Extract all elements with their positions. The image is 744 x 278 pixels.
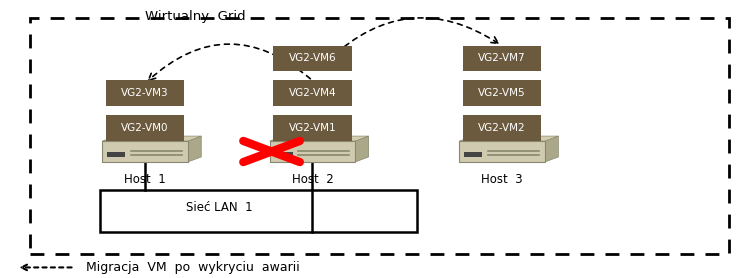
FancyBboxPatch shape [106,115,184,141]
Text: Sieć LAN  1: Sieć LAN 1 [186,201,253,214]
Text: VG2-VM1: VG2-VM1 [289,123,336,133]
FancyBboxPatch shape [106,80,184,106]
Polygon shape [187,136,201,162]
FancyBboxPatch shape [274,46,351,71]
Text: VG2-VM7: VG2-VM7 [478,53,526,63]
Bar [100,190,417,232]
FancyBboxPatch shape [463,46,542,71]
Bar [30,18,729,254]
Text: VG2-VM0: VG2-VM0 [121,123,169,133]
FancyBboxPatch shape [269,141,355,162]
Polygon shape [460,136,558,141]
Polygon shape [103,136,201,141]
Text: VG2-VM3: VG2-VM3 [121,88,169,98]
FancyBboxPatch shape [103,141,187,162]
FancyBboxPatch shape [274,80,351,106]
Polygon shape [355,136,368,162]
FancyBboxPatch shape [274,152,292,157]
Text: VG2-VM5: VG2-VM5 [478,88,526,98]
Text: VG2-VM4: VG2-VM4 [289,88,336,98]
FancyBboxPatch shape [463,80,542,106]
Text: Host  2: Host 2 [292,173,333,186]
FancyBboxPatch shape [464,152,483,157]
FancyBboxPatch shape [460,141,545,162]
Text: Host  1: Host 1 [124,173,166,186]
Text: Migracja  VM  po  wykryciu  awarii: Migracja VM po wykryciu awarii [86,261,299,274]
Text: VG2-VM2: VG2-VM2 [478,123,526,133]
Text: Wirtualny  Grid: Wirtualny Grid [145,10,246,23]
Polygon shape [545,136,558,162]
Polygon shape [269,136,368,141]
Text: Host  3: Host 3 [481,173,523,186]
FancyBboxPatch shape [463,115,542,141]
FancyBboxPatch shape [274,115,351,141]
Text: VG2-VM6: VG2-VM6 [289,53,336,63]
FancyBboxPatch shape [107,152,125,157]
